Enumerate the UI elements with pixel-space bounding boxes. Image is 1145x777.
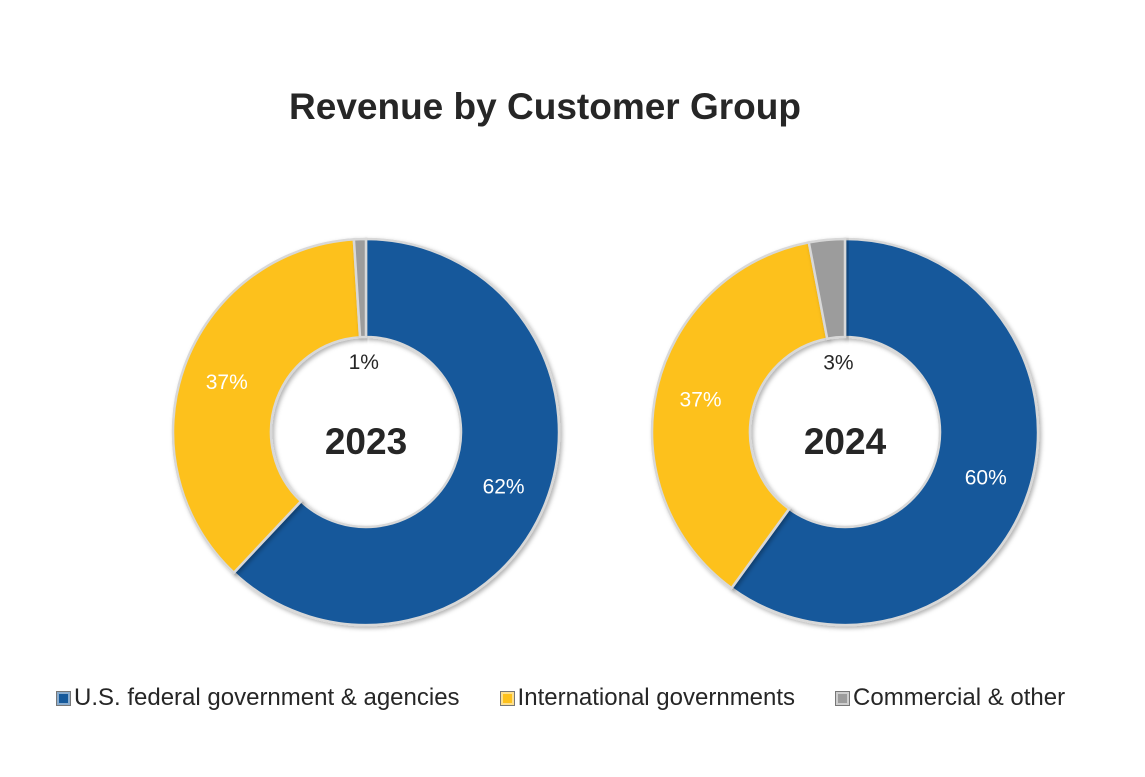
slice-international [171, 238, 362, 575]
data-label: 62% [483, 475, 525, 498]
data-label: 60% [965, 467, 1007, 490]
data-label: 3% [823, 351, 853, 374]
donut-2024: 60% 37% 3% 2024 [650, 237, 1040, 627]
center-year-label: 2024 [804, 421, 887, 462]
data-label: 37% [680, 389, 722, 412]
slice-commercial [807, 237, 847, 341]
data-label: 1% [349, 351, 379, 374]
slice-international [650, 240, 829, 590]
legend-label: Commercial & other [853, 684, 1066, 711]
legend-item-international: International governments [499, 684, 796, 712]
donut-2023: 62% 37% 1% 2023 [171, 237, 561, 627]
legend-item-us-federal: U.S. federal government & agencies [56, 684, 460, 712]
slice-us-federal [232, 237, 561, 627]
chart-title: Revenue by Customer Group [289, 86, 801, 127]
slice-us-federal [729, 237, 1040, 627]
legend-swatch [835, 690, 851, 706]
legend-label: International governments [517, 684, 796, 711]
slice-commercial [352, 237, 368, 339]
legend-label: U.S. federal government & agencies [74, 684, 460, 711]
legend: U.S. federal government & agencies Inter… [56, 684, 1105, 712]
legend-swatch [56, 690, 71, 706]
data-label: 37% [206, 371, 248, 394]
center-year-label: 2023 [325, 421, 407, 462]
legend-item-commercial: Commercial & other [835, 684, 1065, 712]
legend-swatch [499, 690, 515, 706]
